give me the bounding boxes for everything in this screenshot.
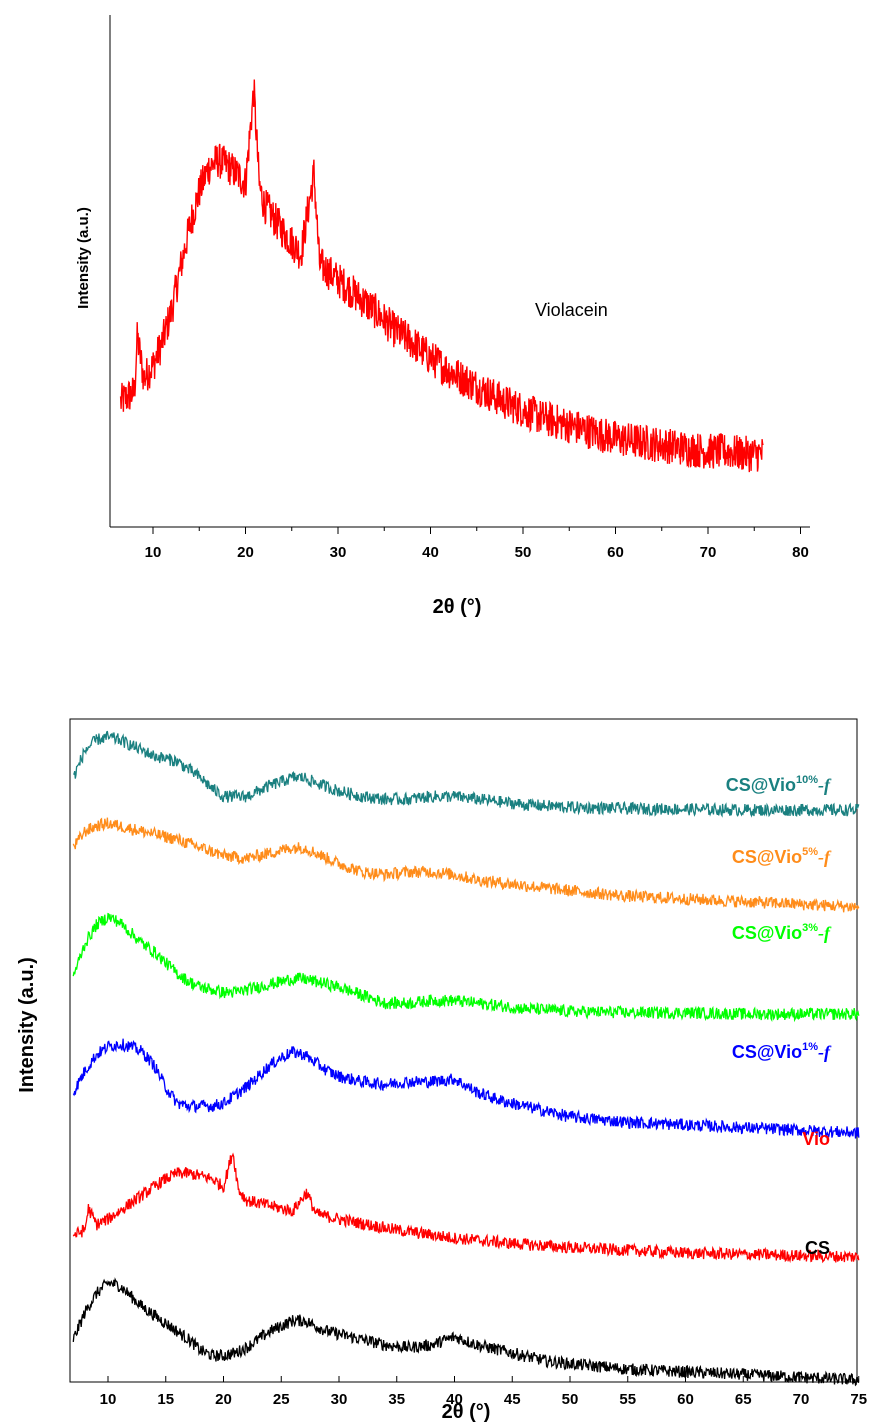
- chart-violacein: 10 20 30 40 50 60 70 80 Intensity (a.u.) 2θ (°)…: [75, 15, 810, 618]
- x-axis-title: 2θ (°): [433, 596, 482, 618]
- series-label-vio: Vio: [802, 1129, 830, 1149]
- y-axis-title: Intensity (a.u.): [16, 957, 38, 1093]
- x-tick-label: 70: [793, 1391, 810, 1408]
- series-label-text: CS@Vio: [732, 923, 802, 943]
- annotation-violacein: Violacein: [535, 300, 608, 320]
- series-label-cs: CS: [805, 1238, 830, 1258]
- series-line-cs-vio5-f: [72, 817, 860, 913]
- series-label-text: CS@Vio: [726, 775, 796, 795]
- series-label-superscript: 1%: [802, 1041, 818, 1053]
- x-tick-label: 40: [422, 544, 439, 561]
- x-tick-label: 15: [157, 1391, 174, 1408]
- series-label-suffix: -f: [818, 923, 832, 943]
- series-label-suffix: -f: [818, 775, 832, 795]
- series-label-text: CS: [805, 1238, 830, 1258]
- series-label-cs-vio3-f: CS@Vio3%-f: [732, 922, 832, 943]
- x-tick-label: 50: [562, 1391, 579, 1408]
- series-label-superscript: 5%: [802, 846, 818, 858]
- series-label-suffix: -f: [818, 1042, 832, 1062]
- series-label-suffix: -f: [818, 847, 832, 867]
- series-label-cs-vio1-f: CS@Vio1%-f: [732, 1041, 832, 1062]
- y-axis-title: Intensity (a.u.): [75, 207, 92, 309]
- x-tick-label: 60: [677, 1391, 694, 1408]
- x-tick-label: 75: [850, 1391, 867, 1408]
- x-tick-label: 20: [215, 1391, 232, 1408]
- x-tick-label: 10: [100, 1391, 117, 1408]
- x-tick-label: 35: [388, 1391, 405, 1408]
- series-labels: CSVioCS@Vio1%-fCS@Vio3%-fCS@Vio5%-fCS@Vi…: [726, 774, 832, 1258]
- plot-frame: [69, 718, 858, 1383]
- x-tick-label: 10: [145, 544, 162, 561]
- series-label-superscript: 3%: [802, 922, 818, 934]
- x-tick-label: 80: [792, 544, 809, 561]
- series-line-cs-vio10-f: [72, 730, 860, 818]
- series-label-superscript: 10%: [796, 774, 818, 786]
- x-tick-labels: 10 15 20 25 30 35 40 45 50 55 60 65 70 75: [100, 1391, 867, 1408]
- series-line-vio: [72, 1152, 860, 1264]
- x-tick-label: 70: [700, 544, 717, 561]
- x-tick-label: 45: [504, 1391, 521, 1408]
- x-tick-label: 65: [735, 1391, 752, 1408]
- chart-composites: 10 15 20 25 30 35 40 45 50 55 60 65 70 75 Intensity (…: [16, 718, 867, 1423]
- series-label-text: Vio: [802, 1129, 830, 1149]
- x-tick-label: 25: [273, 1391, 290, 1408]
- x-tick-label: 40: [446, 1391, 463, 1408]
- x-tick-label: 55: [619, 1391, 636, 1408]
- x-tick-marks: [107, 1376, 860, 1382]
- x-tick-labels: 10 20 30 40 50 60 70 80: [145, 544, 809, 561]
- series-line-cs-vio3-f: [72, 912, 860, 1023]
- series-group: [119, 79, 764, 473]
- series-line-cs: [72, 1277, 860, 1387]
- series-line-cs-vio1-f: [72, 1038, 860, 1139]
- x-tick-label: 20: [237, 544, 254, 561]
- x-tick-label: 30: [330, 544, 347, 561]
- series-label-text: CS@Vio: [732, 1042, 802, 1062]
- series-label-text: CS@Vio: [732, 847, 802, 867]
- x-tick-marks: [152, 527, 801, 534]
- series-label-cs-vio10-f: CS@Vio10%-f: [726, 774, 832, 795]
- series-group: [72, 730, 860, 1387]
- x-tick-label: 60: [607, 544, 624, 561]
- x-tick-label: 50: [515, 544, 532, 561]
- series-label-cs-vio5-f: CS@Vio5%-f: [732, 846, 832, 867]
- x-axis-title: 2θ (°): [442, 1401, 491, 1423]
- series-line-violacein: [119, 79, 764, 473]
- x-tick-label: 30: [331, 1391, 348, 1408]
